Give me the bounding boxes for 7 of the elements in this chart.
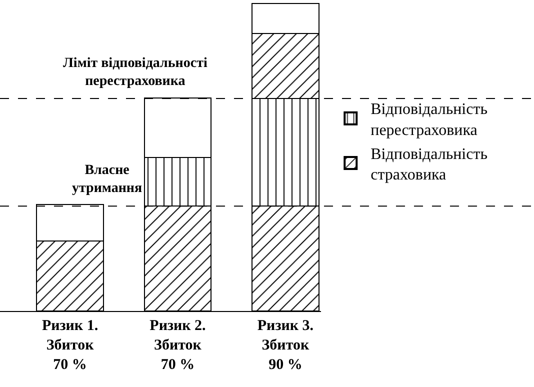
x-tick-label: Ризик 3. Збиток 90 % — [257, 318, 314, 373]
text: Відповідальність страховика — [370, 146, 488, 184]
ref-line-label: Власне утримання — [72, 163, 142, 196]
ref-line-label: Ліміт відповідальності перестраховика — [63, 56, 208, 90]
x-tick-label: Ризик 1. Збиток 70 % — [42, 318, 98, 373]
x-tick-label: Ризик 2. Збиток 70 % — [150, 318, 206, 373]
text: Відповідальність перестраховика — [370, 101, 488, 139]
